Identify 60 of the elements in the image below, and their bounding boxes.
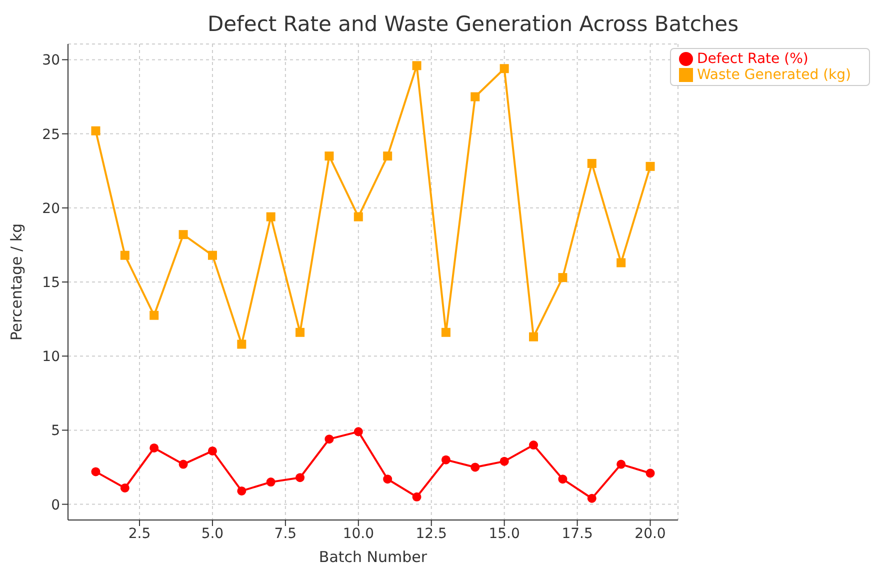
y-tick-label: 30 bbox=[42, 52, 60, 69]
point bbox=[237, 486, 246, 496]
point bbox=[178, 230, 188, 240]
x-tick-label: 20.0 bbox=[634, 526, 666, 542]
point bbox=[208, 250, 217, 260]
y-tick-label: 0 bbox=[51, 497, 60, 514]
x-tick-label: 5.0 bbox=[201, 526, 224, 542]
x-tick-label: 2.5 bbox=[128, 526, 151, 542]
x-axis-title: Batch Number bbox=[318, 548, 428, 566]
y-tick-label: 5 bbox=[51, 423, 60, 440]
x-tick-label: 10.0 bbox=[342, 526, 374, 542]
point bbox=[237, 340, 246, 349]
point bbox=[646, 468, 655, 478]
point bbox=[558, 273, 568, 282]
y-tick-label: 25 bbox=[42, 126, 60, 143]
point bbox=[616, 460, 626, 469]
point bbox=[354, 212, 363, 222]
point bbox=[324, 434, 334, 444]
point bbox=[208, 446, 217, 456]
point bbox=[441, 328, 450, 337]
point bbox=[296, 473, 305, 482]
y-axis-title: Percentage / kg bbox=[7, 223, 26, 341]
point bbox=[120, 483, 130, 492]
point bbox=[354, 427, 363, 436]
point bbox=[383, 474, 392, 484]
y-tick-label: 10 bbox=[42, 349, 60, 366]
point bbox=[324, 152, 334, 161]
x-tick-label: 17.5 bbox=[562, 526, 593, 542]
point bbox=[296, 328, 305, 337]
point bbox=[470, 92, 480, 102]
point bbox=[383, 152, 392, 161]
point bbox=[441, 455, 450, 464]
point bbox=[500, 456, 509, 466]
point bbox=[91, 126, 100, 136]
point bbox=[120, 250, 130, 260]
point bbox=[91, 467, 100, 476]
x-tick-label: 7.5 bbox=[274, 526, 297, 542]
point bbox=[587, 494, 596, 503]
point bbox=[178, 460, 188, 469]
point bbox=[529, 332, 538, 342]
point bbox=[266, 478, 276, 487]
x-tick-label: 12.5 bbox=[416, 526, 447, 542]
point bbox=[616, 258, 626, 268]
y-tick-label: 20 bbox=[42, 200, 60, 217]
legend-label: Waste Generated (kg) bbox=[696, 67, 851, 83]
y-tick-label: 15 bbox=[42, 274, 60, 291]
point bbox=[470, 462, 480, 472]
point bbox=[558, 474, 568, 484]
chart-title: Defect Rate and Waste Generation Across Batches bbox=[206, 11, 740, 38]
point bbox=[266, 212, 276, 222]
x-tick-label: 15.0 bbox=[488, 526, 520, 542]
point bbox=[150, 443, 159, 452]
legend-label: Defect Rate (%) bbox=[696, 51, 808, 67]
point bbox=[646, 162, 655, 171]
point bbox=[529, 440, 538, 450]
point bbox=[412, 61, 422, 70]
point bbox=[500, 64, 509, 74]
point bbox=[412, 492, 422, 502]
point bbox=[587, 158, 596, 168]
point bbox=[150, 310, 159, 320]
